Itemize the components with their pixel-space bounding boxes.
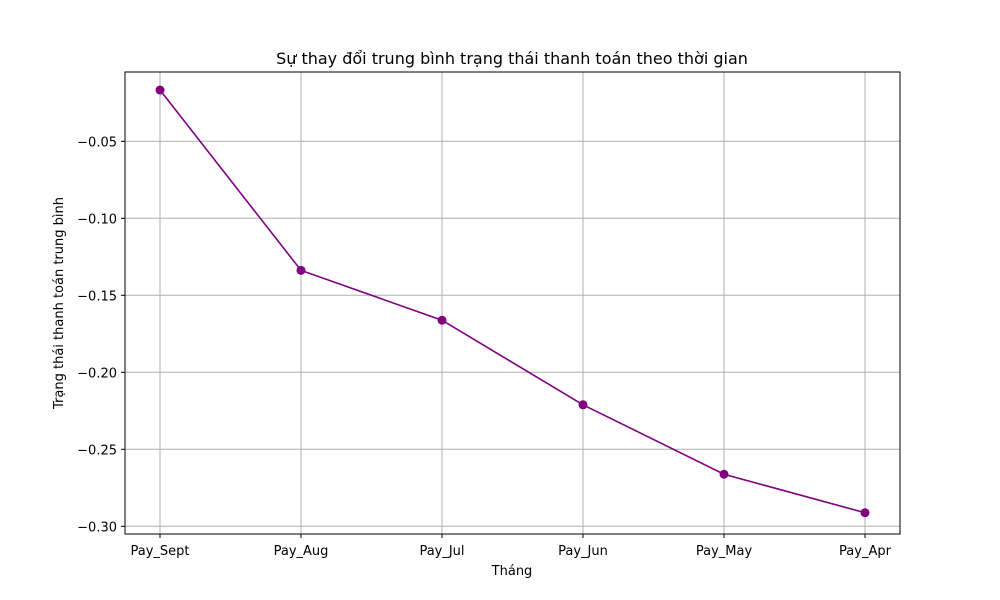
grid	[125, 72, 900, 534]
ticks: Pay_Sept Pay_Aug Pay_Jul Pay_Jun Pay_May Pay_…	[77, 135, 891, 559]
data-point	[155, 85, 165, 95]
data-point	[719, 469, 729, 479]
y-tick-label: −0.25	[77, 443, 117, 458]
y-tick-label: −0.10	[77, 212, 117, 227]
x-tick-label: Pay_May	[696, 544, 753, 559]
chart-title: Sự thay đổi trung bình trạng thái thanh …	[276, 49, 748, 68]
series-layer	[155, 85, 870, 518]
y-axis-label: Trạng thái thanh toán trung bình	[52, 197, 67, 410]
data-point	[296, 265, 306, 275]
y-tick-label: −0.20	[77, 366, 117, 381]
x-tick-label: Pay_Jun	[558, 544, 608, 559]
plot-frame	[124, 71, 901, 535]
data-point	[860, 508, 870, 518]
x-tick-label: Pay_Jul	[419, 544, 464, 559]
x-tick-label: Pay_Aug	[274, 544, 329, 559]
data-point	[578, 400, 588, 410]
x-tick-label: Pay_Sept	[130, 544, 189, 559]
series-line	[159, 89, 866, 514]
y-tick-label: −0.05	[77, 135, 117, 150]
y-tick-label: −0.15	[77, 289, 117, 304]
y-tick-label: −0.30	[77, 520, 117, 535]
x-axis-label: Tháng	[491, 564, 533, 579]
x-tick-label: Pay_Apr	[839, 544, 892, 559]
data-point	[437, 315, 447, 325]
